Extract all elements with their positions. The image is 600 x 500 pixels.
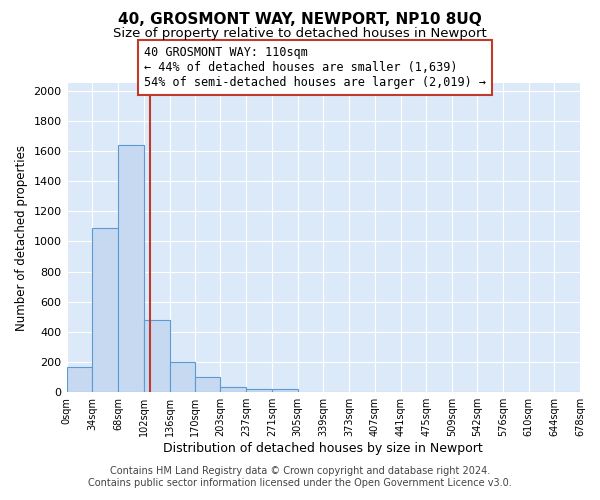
Bar xyxy=(92,228,118,392)
Bar xyxy=(67,366,92,392)
Bar xyxy=(246,389,272,392)
Bar xyxy=(272,389,298,392)
Bar xyxy=(220,387,246,392)
X-axis label: Distribution of detached houses by size in Newport: Distribution of detached houses by size … xyxy=(163,442,483,455)
Text: 40 GROSMONT WAY: 110sqm
← 44% of detached houses are smaller (1,639)
54% of semi: 40 GROSMONT WAY: 110sqm ← 44% of detache… xyxy=(144,46,486,89)
Bar xyxy=(144,320,170,392)
Text: Size of property relative to detached houses in Newport: Size of property relative to detached ho… xyxy=(113,28,487,40)
Bar xyxy=(118,145,144,392)
Y-axis label: Number of detached properties: Number of detached properties xyxy=(15,144,28,330)
Bar xyxy=(195,377,220,392)
Text: Contains HM Land Registry data © Crown copyright and database right 2024.
Contai: Contains HM Land Registry data © Crown c… xyxy=(88,466,512,487)
Text: 40, GROSMONT WAY, NEWPORT, NP10 8UQ: 40, GROSMONT WAY, NEWPORT, NP10 8UQ xyxy=(118,12,482,28)
Bar xyxy=(170,362,195,392)
